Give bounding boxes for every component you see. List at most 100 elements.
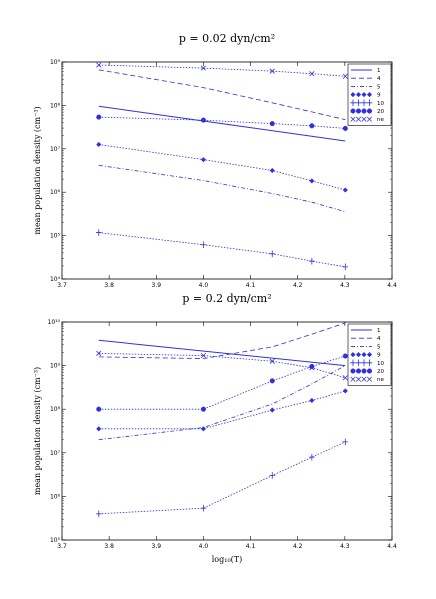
y-tick-label: 10⁷ (50, 146, 61, 153)
series-1 (98, 339, 346, 367)
y-tick-label: 10⁸ (50, 406, 61, 413)
legend-label-4: 4 (377, 76, 381, 82)
point-20 (269, 378, 275, 384)
legend-marker-10 (366, 359, 373, 367)
series-9 (96, 141, 348, 193)
point-ne (96, 350, 102, 356)
legend-marker-20 (350, 368, 356, 374)
point-20 (309, 363, 315, 370)
legend-marker-9 (355, 91, 362, 98)
point-20 (200, 406, 206, 412)
legend-marker-9 (355, 351, 362, 358)
legend-marker-9 (366, 91, 373, 98)
point-9 (269, 167, 275, 174)
y-tick-label: 10⁵ (50, 233, 61, 240)
legend-label-20: 20 (377, 109, 384, 115)
legend-marker-ne (361, 116, 367, 122)
legend-marker-10 (361, 359, 367, 367)
series-line-10 (98, 441, 346, 515)
legend-marker-ne (355, 116, 362, 122)
point-20 (342, 353, 348, 359)
legend-marker-20 (355, 368, 362, 374)
y-axis-label: mean population density (cm⁻³) (33, 106, 42, 234)
legend-marker-ne (366, 376, 373, 382)
series-20 (96, 114, 348, 131)
point-9 (342, 187, 348, 193)
point-ne (309, 71, 315, 77)
legend-marker-9 (361, 351, 367, 358)
legend-marker-10 (355, 99, 362, 107)
point-9 (200, 156, 207, 163)
point-ne (309, 365, 315, 371)
x-tick-label: 3.7 (57, 282, 67, 289)
x-tick-label: 4.4 (387, 282, 397, 289)
x-tick-label: 3.8 (104, 543, 114, 550)
legend-marker-9 (350, 91, 356, 98)
y-tick-label: 10¹⁰ (48, 319, 61, 326)
point-10 (269, 472, 276, 479)
y-tick-label: 10⁹ (50, 59, 61, 66)
bottom-panel: p = 0.2 dyn/cm² 3.7 3.8 3.9 4.0 4.1 4.2 4.3 4.4 1… (33, 292, 397, 564)
chart-title: p = 0.02 dyn/cm² (179, 32, 275, 45)
point-20 (269, 121, 275, 127)
point-10 (342, 263, 349, 271)
y-tick-label: 10⁵ (50, 537, 61, 544)
point-10 (200, 241, 207, 249)
legend-label-9: 9 (377, 353, 381, 359)
point-10 (342, 438, 349, 446)
point-10 (95, 510, 102, 518)
y-tick-label: 10⁷ (50, 450, 61, 457)
series-20 (96, 353, 348, 412)
x-tick-label: 4.4 (387, 543, 397, 550)
point-ne (96, 62, 102, 68)
x-tick-label: 4.2 (293, 543, 303, 550)
legend-marker-10 (350, 99, 356, 107)
x-tick-label: 3.8 (104, 282, 114, 289)
x-tick-label: 3.7 (57, 543, 67, 550)
y-tick-label: 10⁸ (50, 102, 61, 109)
x-tick-label: 4.1 (246, 282, 256, 289)
top-panel: p = 0.02 dyn/cm² 3.7 3.8 3.9 4.0 4.1 4.2 4.3 4.4… (33, 32, 397, 289)
y-tick-label: 10⁹ (50, 363, 61, 370)
legend-label-ne: ne (377, 117, 384, 123)
point-10 (309, 453, 315, 461)
point-9 (342, 388, 348, 394)
point-10 (95, 229, 102, 236)
series-line-5 (98, 365, 346, 441)
series-line-1 (98, 339, 346, 367)
legend-label-10: 10 (377, 101, 384, 107)
series-line-9 (98, 390, 346, 430)
point-20 (309, 123, 315, 129)
series-line-10 (98, 232, 346, 268)
series-4 (98, 69, 346, 121)
legend: 1 4 5 9 10 20 ne (347, 323, 392, 386)
y-tick-label: 10⁶ (50, 493, 61, 500)
x-tick-label: 3.9 (152, 543, 162, 550)
legend-marker-10 (355, 359, 362, 367)
point-20 (96, 406, 102, 412)
point-20 (200, 117, 206, 123)
point-9 (96, 426, 102, 432)
x-tick-label: 4.3 (340, 543, 350, 550)
plot-frame (61, 61, 393, 280)
x-tick-label: 4.1 (246, 543, 256, 550)
legend-marker-20 (361, 108, 367, 114)
series-line-1 (98, 105, 346, 142)
legend-marker-10 (350, 359, 356, 367)
series-1 (98, 105, 346, 142)
series-ne (96, 350, 348, 381)
legend-marker-9 (350, 351, 356, 358)
series-line-20 (98, 355, 346, 410)
legend-marker-ne (350, 116, 356, 122)
point-20 (96, 114, 102, 120)
point-10 (309, 257, 315, 265)
legend-label-ne: ne (377, 377, 384, 383)
series-10 (95, 229, 349, 271)
chart-title: p = 0.2 dyn/cm² (182, 292, 271, 305)
legend-label-20: 20 (377, 369, 384, 375)
point-9 (200, 426, 207, 432)
series-line-5 (98, 164, 346, 213)
point-9 (309, 397, 315, 404)
point-ne (342, 375, 348, 381)
legend-marker-20 (350, 108, 356, 114)
